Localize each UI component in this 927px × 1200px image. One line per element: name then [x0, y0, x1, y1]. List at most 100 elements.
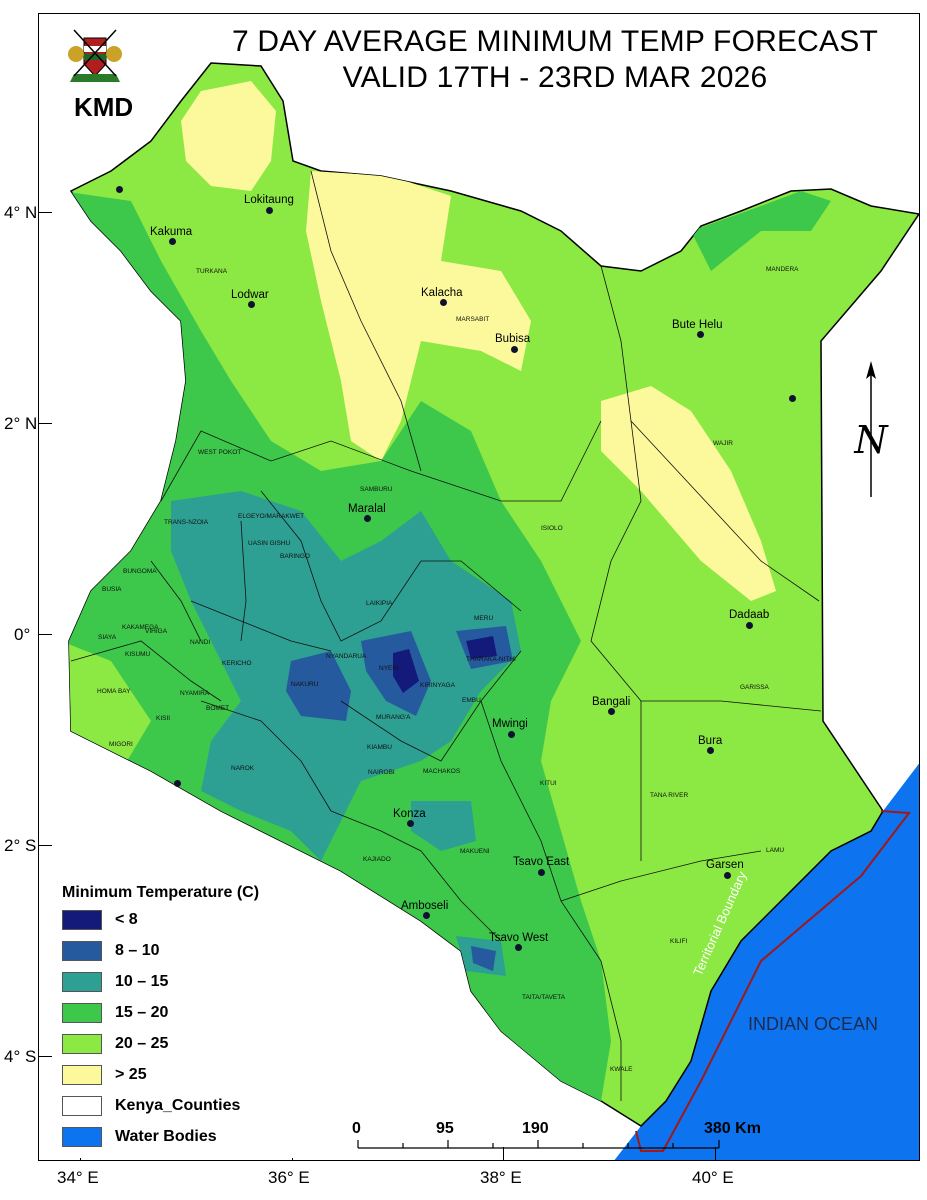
- county-label: UASIN GISHU: [248, 540, 291, 547]
- county-label: LAMU: [766, 847, 785, 854]
- temperature-zones: [69, 81, 831, 1111]
- lat-label-0: 0°: [14, 625, 31, 644]
- place-marker: [746, 622, 753, 629]
- legend-label: 8 – 10: [115, 942, 160, 959]
- legend-label: 20 – 25: [115, 1035, 169, 1052]
- place-label-bangali: Bangali: [592, 696, 631, 708]
- legend-swatch: [62, 1065, 102, 1085]
- county-label: NYAMIRA: [180, 690, 210, 697]
- county-label: KIAMBU: [367, 744, 392, 751]
- scale-label-190: 190: [522, 1120, 549, 1137]
- legend-label: Kenya_Counties: [115, 1097, 241, 1114]
- place-label-dadaab: Dadaab: [729, 609, 770, 621]
- place-label-mwingi: Mwingi: [492, 718, 528, 730]
- scale-label-0: 0: [352, 1120, 361, 1137]
- lon-tick: [503, 1147, 504, 1161]
- lat-tick: [38, 212, 52, 213]
- place-label-kakuma: Kakuma: [150, 226, 193, 238]
- place-label-konza: Konza: [393, 808, 426, 820]
- place-label-garsen: Garsen: [706, 859, 744, 871]
- zone-above-25-north: [181, 81, 276, 191]
- county-label: TAITA/TAVETA: [522, 994, 566, 1001]
- county-label: KWALE: [610, 1066, 633, 1073]
- lon-label-38e: 38° E: [480, 1168, 522, 1187]
- county-label: TANA RIVER: [650, 792, 689, 799]
- county-boundaries: [70, 170, 822, 1101]
- place-label-kalacha: Kalacha: [421, 287, 463, 299]
- lat-tick: [38, 845, 52, 846]
- lon-label-40e: 40° E: [692, 1168, 734, 1187]
- county-label: GARISSA: [740, 684, 769, 691]
- legend-swatch: [62, 972, 102, 992]
- county-label: HOMA BAY: [97, 688, 131, 695]
- county-label: BARINGO: [280, 553, 310, 560]
- county-label: KISUMU: [125, 651, 151, 658]
- kenya-coat-of-arms-logo: [62, 24, 128, 90]
- county-label: NAKURU: [291, 681, 319, 688]
- county-label: BUSIA: [102, 586, 122, 593]
- indian-ocean-label: INDIAN OCEAN: [748, 1014, 879, 1034]
- scale-label-380: 380 Km: [704, 1120, 761, 1137]
- county-label: ELGEYO/MARAKWET: [238, 513, 305, 520]
- county-label: EMBU: [462, 697, 481, 704]
- scale-label-95: 95: [436, 1120, 454, 1137]
- county-label: MANDERA: [766, 266, 799, 273]
- place-label-bubisa: Bubisa: [495, 333, 531, 345]
- county-label: NYERI: [379, 665, 399, 672]
- north-arrow-icon: N: [853, 361, 889, 497]
- kmd-logo-text: KMD: [74, 92, 134, 122]
- lat-label-4s: 4° S: [4, 1047, 37, 1066]
- county-label: WEST POKOT: [198, 449, 242, 456]
- zone-below-8-aberdares: [393, 649, 419, 693]
- county-label: MERU: [474, 615, 494, 622]
- legend-label: 15 – 20: [115, 1004, 169, 1021]
- county-label: KAJIADO: [363, 856, 391, 863]
- county-label: MAKUENI: [460, 848, 490, 855]
- county-label: KIRINYAGA: [420, 682, 455, 689]
- place-label-tsavo-west: Tsavo West: [489, 932, 549, 944]
- legend: Minimum Temperature (C) < 8 8 – 10 10 – …: [52, 880, 302, 1158]
- place-marker: [407, 820, 414, 827]
- place-marker: [174, 780, 181, 787]
- zone-8-10-nakuru: [286, 651, 351, 721]
- place-marker: [697, 331, 704, 338]
- county-label: KERICHO: [222, 660, 252, 667]
- map-frame: [38, 13, 920, 1161]
- county-label: VIHIGA: [145, 628, 168, 635]
- zone-15-20-taita: [481, 981, 601, 1111]
- county-label: MURANG'A: [376, 714, 411, 721]
- county-label: WAJIR: [713, 440, 733, 447]
- county-label: ISIOLO: [541, 525, 563, 532]
- county-label: KAKAMEGA: [122, 624, 159, 631]
- county-label: KITUI: [540, 780, 557, 787]
- legend-title: Minimum Temperature (C): [62, 884, 260, 901]
- place-marker: [266, 207, 273, 214]
- county-label: NYANDARUA: [326, 653, 367, 660]
- zone-above-25-chalbi: [306, 171, 531, 461]
- county-label: KISII: [156, 715, 171, 722]
- legend-swatch: [62, 1034, 102, 1054]
- county-label: SAMBURU: [360, 486, 393, 493]
- county-label: THARAKA-NITHI: [466, 656, 516, 663]
- legend-swatch: [62, 941, 102, 961]
- zone-15-20-mandera: [691, 191, 831, 271]
- indian-ocean: [614, 763, 919, 1160]
- place-marker: [169, 238, 176, 245]
- territorial-boundary-line: [635, 810, 911, 1152]
- place-marker: [423, 912, 430, 919]
- place-marker: [724, 872, 731, 879]
- place-marker: [515, 944, 522, 951]
- lat-tick: [38, 1056, 52, 1057]
- lon-label-36e: 36° E: [268, 1168, 310, 1187]
- place-marker: [508, 731, 515, 738]
- county-label: MARSABIT: [456, 316, 490, 323]
- legend-label: 10 – 15: [115, 973, 169, 990]
- place-label-bute-helu: Bute Helu: [672, 319, 723, 331]
- county-label: MIGORI: [109, 741, 133, 748]
- lat-label-2s: 2° S: [4, 836, 37, 855]
- county-label: NAIROBI: [368, 769, 395, 776]
- place-marker: [248, 301, 255, 308]
- north-arrow-letter: N: [853, 418, 889, 462]
- legend-swatch: [62, 1127, 102, 1147]
- lat-label-2n: 2° N: [4, 414, 38, 433]
